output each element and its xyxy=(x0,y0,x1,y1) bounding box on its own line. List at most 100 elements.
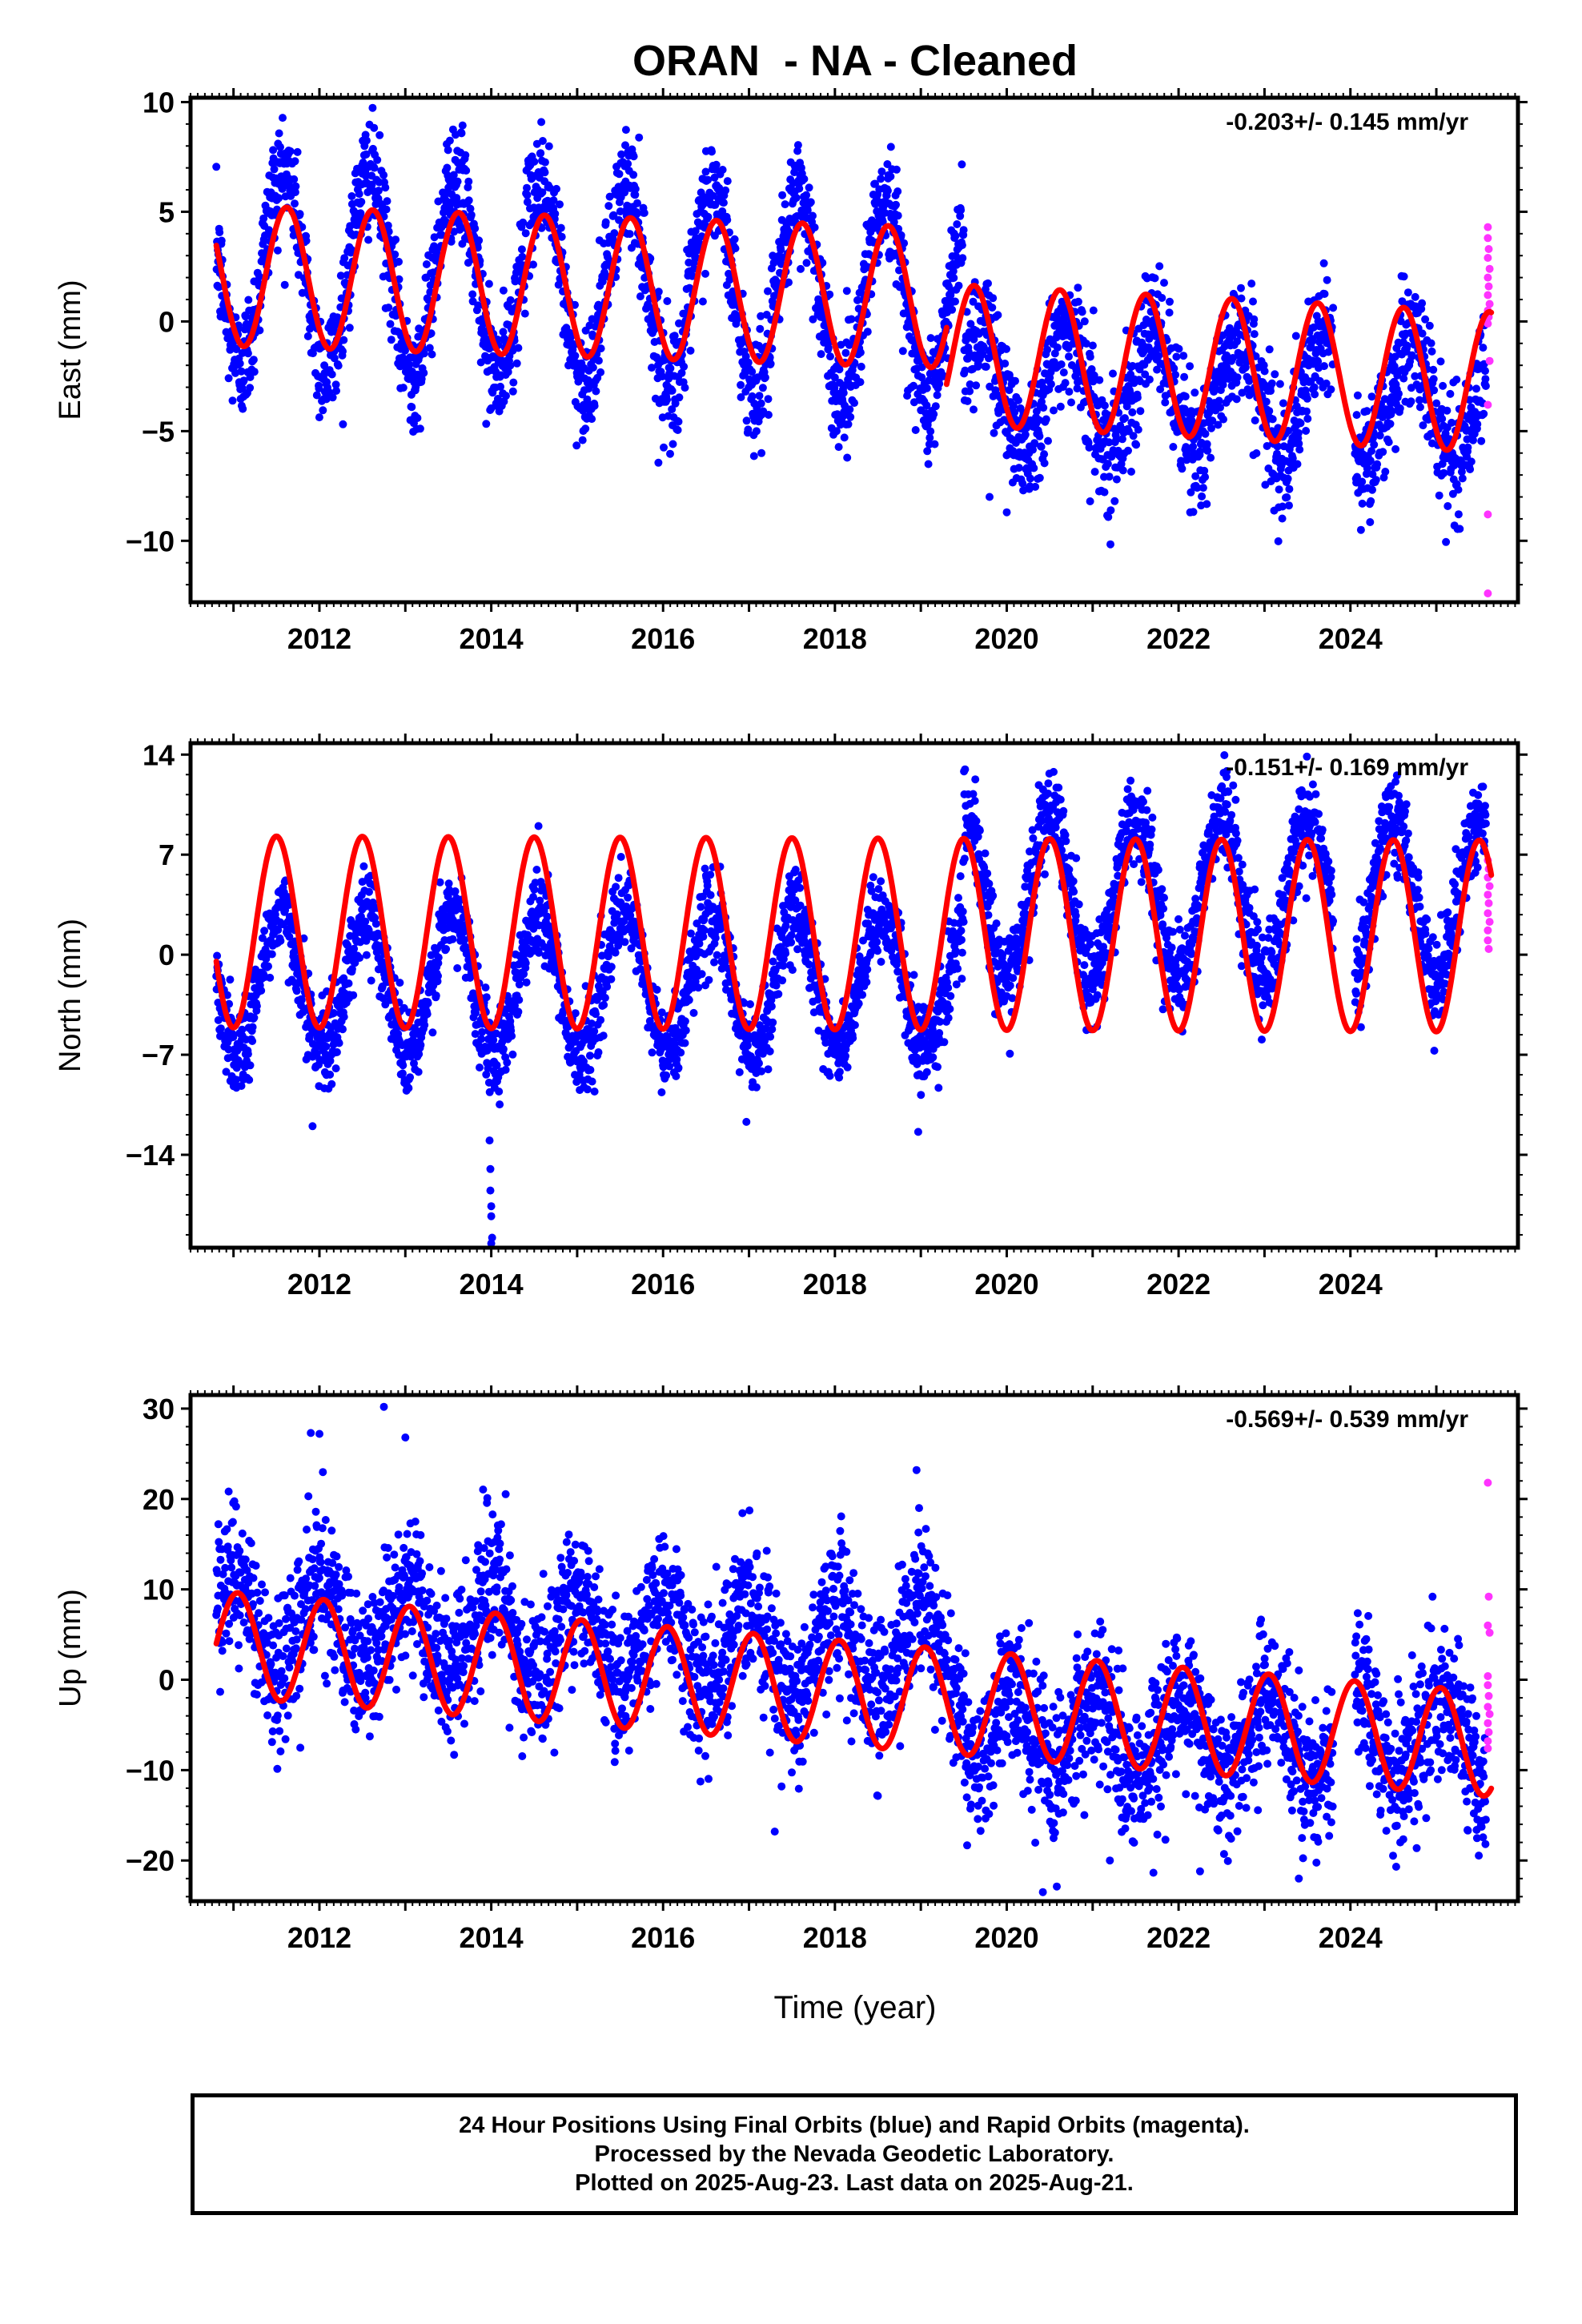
north-final-point-102 xyxy=(248,1037,257,1045)
east-final-point-611 xyxy=(428,350,436,359)
east-final-point-1213 xyxy=(640,208,648,217)
east-rapid-point-14 xyxy=(1484,510,1492,519)
east-final-point-443 xyxy=(368,103,377,112)
north-final-point-103 xyxy=(248,1023,257,1031)
east-final-point-1658 xyxy=(797,163,805,172)
east-final-point-1800 xyxy=(847,315,856,324)
east-final-point-639 xyxy=(437,231,446,239)
east-final-point-1791 xyxy=(844,420,853,428)
east-final-point-2948 xyxy=(1252,449,1261,457)
east-final-point-1202 xyxy=(636,292,644,301)
north-final-point-600 xyxy=(424,999,432,1007)
east-final-point-1932 xyxy=(893,211,902,220)
north-final-point-39 xyxy=(226,975,235,984)
east-final-point-517 xyxy=(395,257,403,266)
east-final-point-3281 xyxy=(1391,444,1400,453)
north-final-point-147 xyxy=(264,962,272,971)
east-final-point-384 xyxy=(347,192,356,200)
east-final-point-570 xyxy=(413,414,422,422)
east-final-point-1795 xyxy=(845,405,854,414)
east-final-point-2809 xyxy=(1203,446,1212,455)
east-final-point-487 xyxy=(383,221,392,230)
east-final-point-1867 xyxy=(871,179,879,188)
east-final-point-2988 xyxy=(1267,387,1275,396)
east-final-point-2333 xyxy=(1035,432,1044,440)
east-final-point-1935 xyxy=(895,266,903,275)
east-final-point-2680 xyxy=(1158,294,1166,302)
east-final-point-588 xyxy=(420,368,428,377)
east-final-point-1982 xyxy=(911,426,920,434)
east-final-point-220 xyxy=(290,175,299,183)
east-final-point-2334 xyxy=(1035,473,1044,482)
east-final-point-1735 xyxy=(824,344,833,352)
east-final-point-291 xyxy=(315,384,323,393)
east-final-point-3088 xyxy=(1302,427,1311,435)
north-final-point-433 xyxy=(365,887,373,896)
east-final-point-122 xyxy=(255,272,263,281)
east-xtick-label-0: 2012 xyxy=(287,622,351,655)
east-final-point-530 xyxy=(399,384,408,392)
east-final-point-2089 xyxy=(949,267,958,275)
east-final-point-1142 xyxy=(615,170,624,179)
east-final-point-3211 xyxy=(1367,497,1375,505)
east-final-point-1172 xyxy=(625,230,634,239)
east-final-point-841 xyxy=(508,387,517,396)
east-final-point-765 xyxy=(482,420,491,428)
east-final-point-3409 xyxy=(1436,357,1445,366)
east-final-point-744 xyxy=(475,236,484,245)
east-final-point-1604 xyxy=(778,191,787,199)
east-final-point-1068 xyxy=(588,364,597,372)
east-final-point-2384 xyxy=(1053,344,1062,352)
east-final-point-2527 xyxy=(1103,460,1112,468)
east-final-point-2000 xyxy=(917,363,926,372)
east-final-point-222 xyxy=(291,199,299,208)
east-final-point-1417 xyxy=(712,160,721,169)
east-final-point-2204 xyxy=(990,428,998,437)
east-final-point-547 xyxy=(405,360,414,369)
east-final-point-2596 xyxy=(1128,408,1137,416)
east-final-point-134 xyxy=(259,214,268,223)
east-final-point-463 xyxy=(375,131,384,139)
east-final-point-750 xyxy=(476,358,485,367)
north-final-point-348 xyxy=(335,1039,343,1047)
east-final-point-2339 xyxy=(1038,397,1046,406)
east-final-point-2325 xyxy=(1032,407,1041,416)
east-final-point-3405 xyxy=(1435,491,1443,500)
east-final-point-3064 xyxy=(1293,460,1302,468)
north-final-point-327 xyxy=(327,1080,336,1088)
east-final-point-1369 xyxy=(695,239,704,247)
east-final-point-181 xyxy=(276,143,284,151)
north-final-point-677 xyxy=(451,887,460,895)
east-xtick-label-5: 2022 xyxy=(1146,622,1211,655)
east-final-point-1471 xyxy=(731,244,740,253)
east-final-point-2541 xyxy=(1109,369,1117,378)
east-final-point-554 xyxy=(408,403,416,412)
east-final-point-684 xyxy=(453,177,462,186)
east-final-point-1182 xyxy=(629,171,638,179)
east-final-point-3252 xyxy=(1381,468,1390,476)
east-final-point-2347 xyxy=(1040,459,1049,468)
north-final-point-362 xyxy=(339,1012,348,1021)
east-final-point-409 xyxy=(356,209,365,218)
north-final-point-801 xyxy=(495,1088,504,1096)
east-final-point-2118 xyxy=(959,226,968,235)
east-final-point-1292 xyxy=(668,386,677,395)
east-final-point-1393 xyxy=(704,175,713,184)
east-final-point-1074 xyxy=(591,322,600,331)
east-final-point-1941 xyxy=(897,231,905,239)
east-final-point-330 xyxy=(328,393,337,402)
east-final-point-3073 xyxy=(1296,419,1305,428)
east-final-point-2442 xyxy=(1074,283,1082,292)
east-final-point-964 xyxy=(552,184,560,193)
east-final-point-378 xyxy=(345,324,354,332)
east-final-point-106 xyxy=(249,356,258,364)
east-final-point-578 xyxy=(416,424,424,433)
east-final-point-1187 xyxy=(631,191,640,199)
east-final-point-1976 xyxy=(909,381,917,390)
east-final-point-2944 xyxy=(1251,416,1259,424)
east-final-point-2104 xyxy=(954,281,963,290)
east-final-point-237 xyxy=(295,210,304,219)
east-final-point-2769 xyxy=(1189,508,1198,517)
east-final-point-1571 xyxy=(766,360,775,368)
east-final-point-2036 xyxy=(930,440,939,448)
